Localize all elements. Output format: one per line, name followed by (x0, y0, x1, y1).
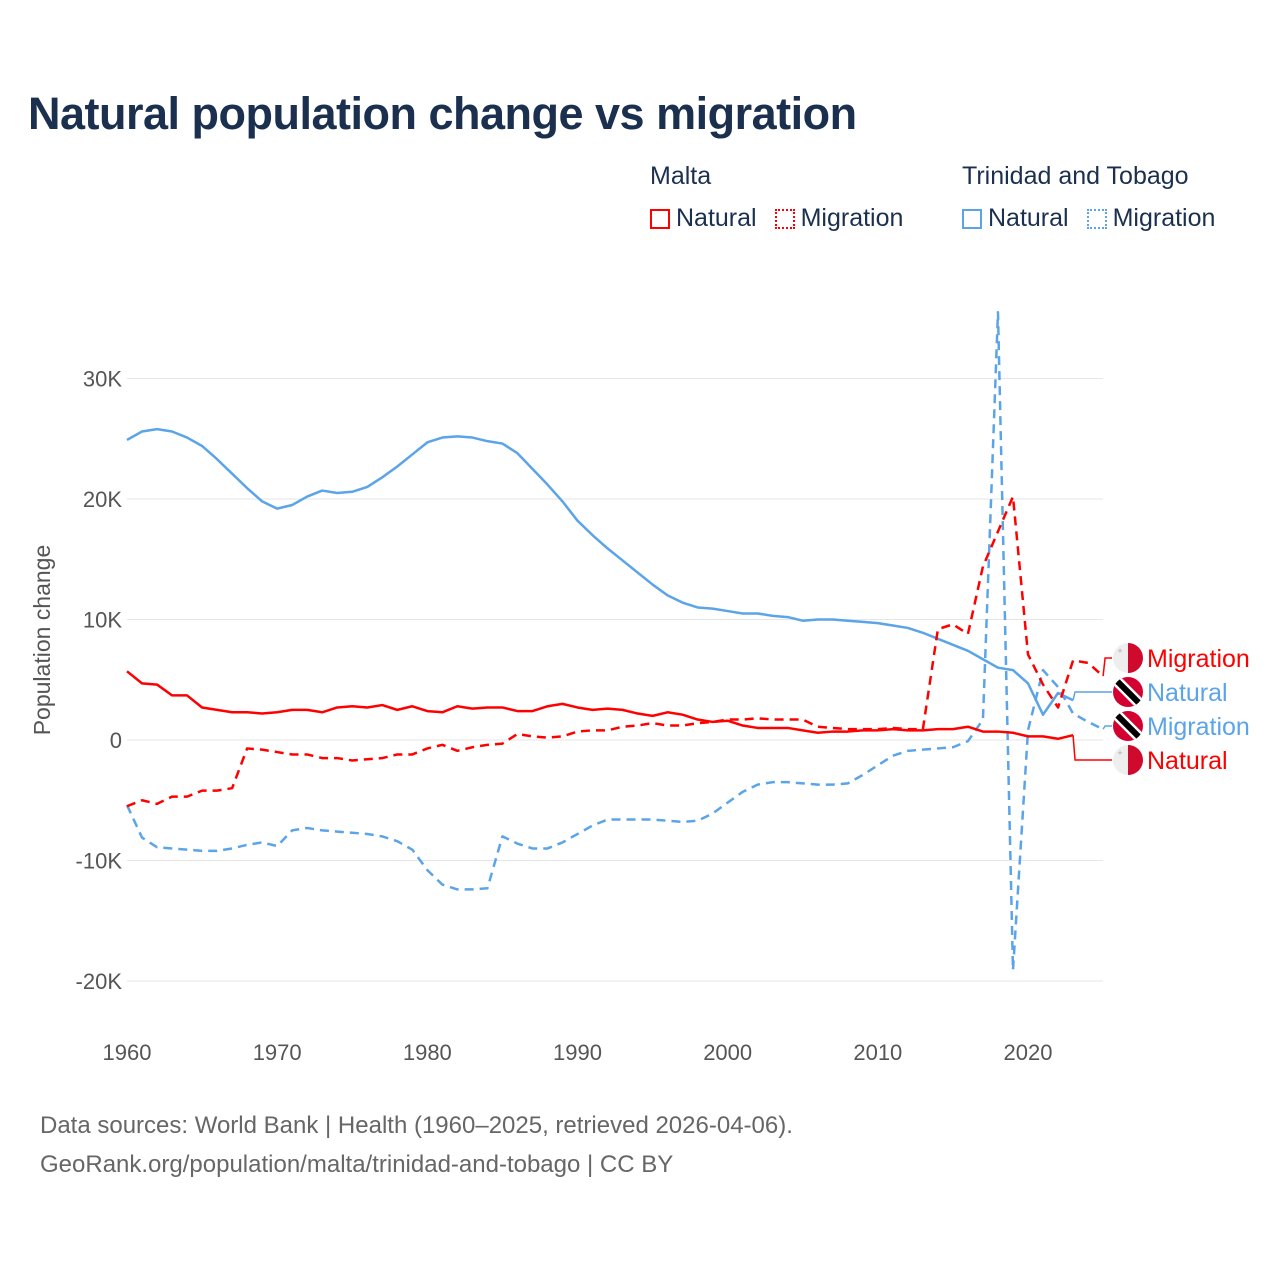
legend-label: Natural (676, 204, 757, 232)
legend-item-malta-natural[interactable]: Natural (650, 204, 757, 233)
legend-swatch-solid (650, 208, 670, 229)
y-tick-label: 20K (83, 487, 122, 512)
end-label-connector (1072, 735, 1112, 761)
y-axis-label: Population change (29, 545, 55, 736)
x-tick-label: 2010 (853, 1040, 902, 1065)
legend-swatch-dotted (774, 208, 795, 229)
svg-text:+: + (1117, 646, 1122, 656)
source-note: Data sources: World Bank | Health (1960–… (40, 1106, 793, 1184)
y-tick-label: 30K (83, 367, 122, 392)
end-label: Migration (1147, 713, 1250, 741)
trinidad-flag-icon (1113, 677, 1143, 707)
legend-item-malta-migration[interactable]: Migration (774, 204, 904, 233)
end-label-connector (1102, 725, 1112, 730)
series-line-malta-migration (126, 495, 1104, 808)
end-label: Natural (1147, 747, 1228, 775)
malta-flag-icon: + (1113, 745, 1143, 775)
legend-swatch-solid (962, 208, 982, 229)
x-tick-label: 2000 (703, 1040, 752, 1065)
y-tick-label: 0 (110, 728, 122, 753)
series-line-trinidad-and-tobago-migration (125, 310, 1104, 972)
series-lines (125, 310, 1104, 972)
end-labels: + Migration Natural Migration + Natural (1072, 643, 1250, 775)
malta-flag-icon: + (1113, 643, 1143, 673)
x-tick-label: 2020 (1004, 1040, 1053, 1065)
y-tick-label: 10K (83, 608, 122, 633)
end-label: Natural (1147, 679, 1228, 707)
legend-label: Natural (988, 204, 1069, 232)
chart-title: Natural population change vs migration (28, 88, 857, 139)
x-axis-ticks: 1960 1970 1980 1990 2000 2010 2020 (103, 1040, 1053, 1065)
y-tick-label: -20K (76, 969, 123, 994)
end-label: Migration (1147, 645, 1250, 673)
legend-group-malta: Malta Natural Migration (650, 162, 903, 233)
end-label-connector (1072, 691, 1112, 701)
source-url[interactable]: GeoRank.org/population/malta/trinidad-an… (40, 1151, 674, 1178)
legend-label: Migration (1112, 204, 1216, 232)
x-tick-label: 1960 (103, 1040, 152, 1065)
x-tick-label: 1970 (253, 1040, 302, 1065)
svg-text:+: + (1117, 748, 1122, 758)
end-label-connector (1102, 657, 1112, 677)
legend-label: Migration (800, 204, 904, 232)
y-axis-ticks: -20K -10K 0 10K 20K 30K (76, 367, 123, 995)
y-tick-label: -10K (76, 849, 123, 874)
series-line-trinidad-and-tobago-natural (126, 427, 1074, 716)
trinidad-flag-icon (1113, 711, 1143, 741)
x-tick-label: 1990 (553, 1040, 602, 1065)
legend-item-tt-migration[interactable]: Migration (1086, 204, 1216, 233)
legend-item-tt-natural[interactable]: Natural (962, 204, 1069, 233)
legend-group-trinidad: Trinidad and Tobago Natural Migration (962, 162, 1215, 233)
gridlines (127, 378, 1103, 982)
legend-swatch-dotted (1086, 208, 1107, 229)
x-tick-label: 1980 (403, 1040, 452, 1065)
legend-group-title: Trinidad and Tobago (962, 162, 1189, 190)
source-line: Data sources: World Bank | Health (1960–… (40, 1112, 793, 1139)
legend-group-title: Malta (650, 162, 712, 190)
